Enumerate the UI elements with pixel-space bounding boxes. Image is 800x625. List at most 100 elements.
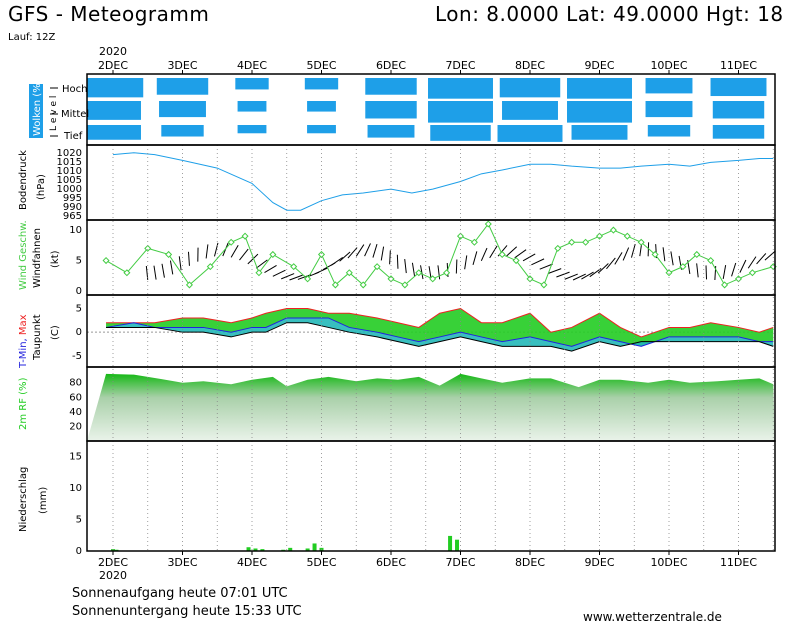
wind-speed-point (512, 257, 520, 265)
wind-barb (670, 251, 674, 266)
wind-speed-point (415, 269, 423, 277)
wind-barb (404, 259, 407, 274)
pressure-tick-label: 1020 (57, 148, 82, 159)
x-tick-label-bottom: 9DEC (584, 556, 614, 569)
cloud-block-high (87, 78, 144, 98)
humidity-area (87, 373, 775, 441)
dewpoint-axis-label: Taupunkt (32, 314, 43, 361)
wind-barb (531, 258, 545, 266)
cloud-block-high (567, 78, 632, 99)
wind-speed-point (429, 275, 437, 283)
precip-tick-label: 15 (69, 452, 82, 463)
cloud-block-low (647, 125, 691, 137)
wind-unit-label: (kt) (50, 250, 61, 268)
x-tick-label-top: 11DEC (720, 59, 757, 72)
wind-speed-point (443, 269, 451, 277)
wind-tick-label: 5 (76, 256, 82, 267)
x-tick-label-bottom: 5DEC (306, 556, 336, 569)
wind-barb (480, 247, 488, 262)
cloud-block-low (712, 125, 765, 139)
wind-barb (153, 265, 157, 280)
year-label-bottom: 2020 (99, 569, 127, 582)
x-tick-label-top: 6DEC (376, 59, 406, 72)
x-tick-label-bottom: 8DEC (515, 556, 545, 569)
wind-speed-point (623, 232, 631, 240)
wind-speed-point (387, 275, 395, 283)
wind-speed-point (269, 250, 277, 258)
pressure-unit-label: (hPa) (36, 174, 47, 200)
precip-bar (455, 539, 460, 551)
pressure-tick-label: 1005 (57, 175, 82, 186)
wind-barb (380, 246, 385, 261)
precip-bar (312, 543, 317, 551)
temp-tick-label: -5 (72, 351, 82, 362)
cloud-block-high (365, 78, 417, 95)
wind-barb (764, 250, 776, 261)
wind-speed-point (345, 269, 353, 277)
wind-tick-label: 10 (69, 225, 82, 236)
cloud-block-high (645, 78, 693, 94)
wind-barb (339, 251, 351, 262)
wind-speed-point (498, 250, 506, 258)
temp-tick-label: 0 (76, 327, 82, 338)
wind-speed-point (748, 269, 756, 277)
cloud-block-mid (428, 101, 493, 123)
wind-barb (355, 244, 365, 257)
wind-barb (178, 256, 182, 271)
wind-speed-point (290, 263, 298, 271)
wind-speed-point (359, 281, 367, 289)
wind-barb (389, 250, 391, 265)
location-coordinates: Lon: 8.0000 Lat: 49.0000 Hgt: 18 (435, 2, 784, 26)
wind-speed-point (144, 244, 152, 252)
wind-barb (539, 263, 553, 270)
wind-barb (722, 265, 727, 279)
x-tick-label-bottom: 3DEC (167, 556, 197, 569)
temp-range-area (106, 308, 774, 347)
cloud-axis-label: Wolken (%) (32, 79, 43, 136)
cloud-block-high (428, 78, 493, 99)
cloud-block-mid (307, 101, 336, 112)
wind-speed-point (206, 263, 214, 271)
wind-speed-point (304, 275, 312, 283)
level-axis-label: L e v e l (49, 96, 59, 131)
wind-speed-point (331, 281, 339, 289)
wind-speed-point (693, 250, 701, 258)
wind-barb (289, 274, 303, 281)
wind-axis-label: Wind Geschw. (18, 220, 29, 290)
wind-barb (169, 260, 174, 275)
wind-speed-point (165, 250, 173, 258)
chart-title: GFS - Meteogramm (8, 2, 210, 26)
wind-barb (614, 252, 623, 265)
wind-barb (464, 255, 468, 270)
x-tick-label-top: 9DEC (584, 59, 614, 72)
wind-barb (597, 263, 609, 274)
precip-bar (111, 549, 115, 551)
wind-tick-label: 0 (76, 286, 82, 297)
sunset-text: Sonnenuntergang heute 15:33 UTC (72, 604, 302, 619)
x-tick-label-top: 4DEC (237, 59, 267, 72)
humidity-tick-label: 20 (69, 422, 82, 433)
wind-barb (547, 268, 562, 274)
precip-bar (305, 548, 310, 551)
wind-speed-point (373, 263, 381, 271)
wind-barb (314, 267, 328, 275)
x-tick-label-top: 3DEC (167, 59, 197, 72)
wind-barb (731, 262, 737, 277)
wind-speed-point (526, 275, 534, 283)
wind-barb (264, 265, 277, 274)
precip-tick-label: 5 (76, 515, 82, 526)
x-tick-label-bottom: 10DEC (650, 556, 687, 569)
wind-speed-point (540, 281, 548, 289)
wind-speed-point (609, 226, 617, 234)
wind-speed-point (255, 269, 263, 277)
cloud-block-high (304, 78, 339, 90)
pressure-tick-label: 1015 (57, 157, 82, 168)
precip-bar (260, 549, 265, 551)
wind-speed-point (637, 238, 645, 246)
wind-speed-point (185, 281, 193, 289)
precip-bar (253, 548, 258, 551)
precip-tick-label: 0 (76, 546, 82, 557)
sunrise-text: Sonnenaufgang heute 07:01 UTC (72, 586, 288, 601)
cloud-block-low (367, 125, 415, 138)
